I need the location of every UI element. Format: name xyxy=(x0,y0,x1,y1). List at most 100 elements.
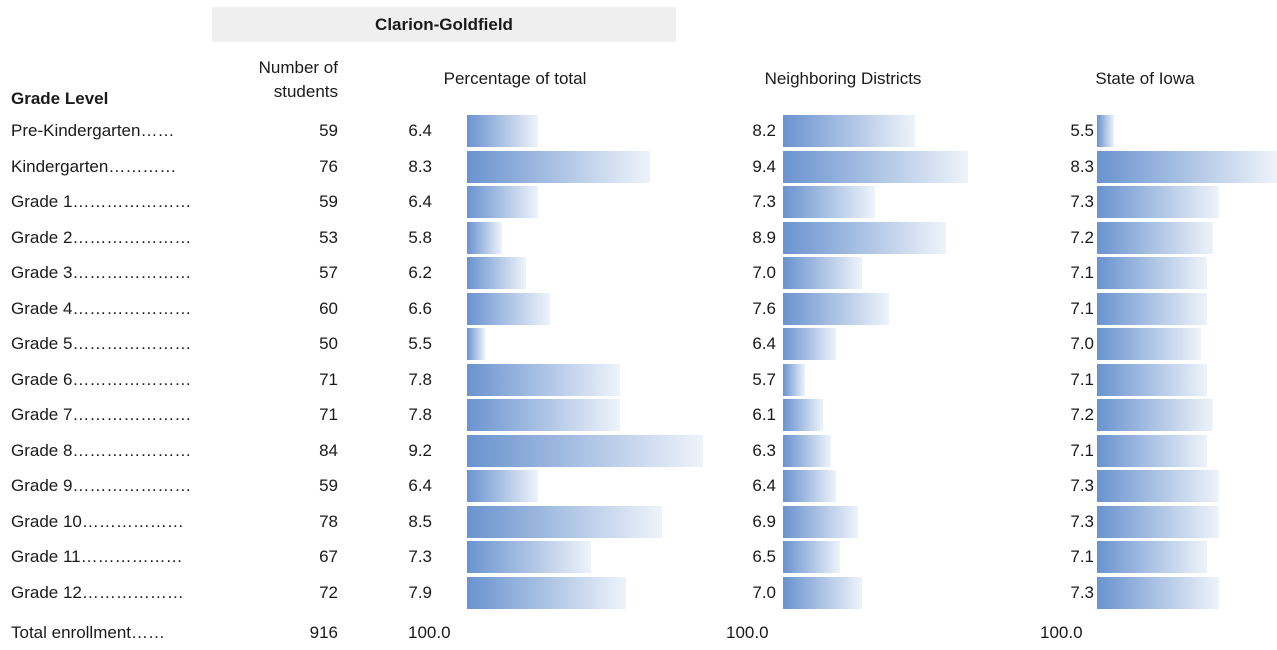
neighboring-districts-value-label: 6.9 xyxy=(752,512,776,531)
state-of-iowa-bar xyxy=(1097,506,1219,538)
percentage-of-total-value-label: 5.8 xyxy=(408,228,432,247)
percentage-of-total-value-label: 9.2 xyxy=(408,441,432,460)
neighboring-districts-header: Neighboring Districts xyxy=(764,69,922,88)
state-of-iowa-bar xyxy=(1097,151,1277,183)
percentage-of-total-value-label: 8.5 xyxy=(408,512,432,531)
neighboring-districts-bar xyxy=(783,506,858,538)
percentage-of-total-header: Percentage of total xyxy=(443,69,587,88)
district-header-background xyxy=(212,7,676,42)
grade-label: Grade 3………………… xyxy=(11,263,192,282)
neighboring-districts-value-label: 8.9 xyxy=(752,228,776,247)
grade-label: Grade 11……………… xyxy=(11,547,183,566)
neighboring-districts-bar xyxy=(783,115,915,147)
district-name: Clarion-Goldfield xyxy=(375,15,513,34)
neighboring-districts-bar xyxy=(783,293,889,325)
neighboring-districts-value-label: 6.4 xyxy=(752,476,776,495)
neighboring-districts-bar xyxy=(783,470,836,502)
grade-label: Grade 10……………… xyxy=(11,512,184,531)
grade-label: Kindergarten………… xyxy=(11,157,177,176)
neighboring-districts-bar xyxy=(783,328,836,360)
percentage-of-total-bar xyxy=(467,506,662,538)
percentage-of-total-bar xyxy=(467,115,538,147)
state-of-iowa-header: State of Iowa xyxy=(1095,69,1195,88)
percentage-of-total-bar xyxy=(467,293,550,325)
student-count: 59 xyxy=(319,476,338,495)
neighboring-districts-value-label: 5.7 xyxy=(752,370,776,389)
neighboring-districts-value-label: 6.5 xyxy=(752,547,776,566)
state-of-iowa-bar xyxy=(1097,328,1201,360)
neighboring-districts-value-label: 6.4 xyxy=(752,334,776,353)
grade-label: Grade 6………………… xyxy=(11,370,192,389)
neighboring-districts-bar xyxy=(783,541,840,573)
neighboring-districts-value-label: 6.3 xyxy=(752,441,776,460)
state-of-iowa-bar xyxy=(1097,435,1207,467)
percentage-of-total-value-label: 6.6 xyxy=(408,299,432,318)
student-count: 59 xyxy=(319,121,338,140)
percentage-of-total-value-label: 8.3 xyxy=(408,157,432,176)
state-of-iowa-value-label: 7.1 xyxy=(1070,547,1094,566)
percentage-of-total-bar xyxy=(467,470,538,502)
state-of-iowa-value-label: 7.1 xyxy=(1070,441,1094,460)
student-count: 60 xyxy=(319,299,338,318)
percentage-of-total-bar xyxy=(467,222,502,254)
neighboring-districts-value-label: 6.1 xyxy=(752,405,776,424)
state-of-iowa-bar xyxy=(1097,257,1207,289)
percentage-of-total-bar xyxy=(467,399,620,431)
grade-label: Grade 1………………… xyxy=(11,192,192,211)
neighboring-districts-value-label: 7.0 xyxy=(752,263,776,282)
student-count: 71 xyxy=(319,370,338,389)
percentage-of-total-bar xyxy=(467,364,620,396)
student-count: 72 xyxy=(319,583,338,602)
state-of-iowa-value-label: 5.5 xyxy=(1070,121,1094,140)
percentage-of-total-value-label: 7.9 xyxy=(408,583,432,602)
percentage-of-total-bar xyxy=(467,435,703,467)
percentage-of-total-bar xyxy=(467,541,591,573)
neighboring-districts-bar xyxy=(783,364,805,396)
neighboring-districts-bar xyxy=(783,399,823,431)
grade-label: Grade 8………………… xyxy=(11,441,192,460)
state-of-iowa-bar xyxy=(1097,293,1207,325)
student-count: 76 xyxy=(319,157,338,176)
percentage-of-total-value-label: 6.2 xyxy=(408,263,432,282)
total-enrollment-label: Total enrollment…… xyxy=(11,623,166,642)
state-of-iowa-bar xyxy=(1097,470,1219,502)
percentage-of-total-value-label: 7.8 xyxy=(408,370,432,389)
neighboring-districts-value-label: 9.4 xyxy=(752,157,776,176)
student-count: 59 xyxy=(319,192,338,211)
state-of-iowa-value-label: 8.3 xyxy=(1070,157,1094,176)
number-of-students-header: Number of students xyxy=(214,56,338,104)
state-of-iowa-value-label: 7.3 xyxy=(1070,476,1094,495)
grade-level-header: Grade Level xyxy=(11,89,109,108)
percentage-of-total-bar xyxy=(467,257,526,289)
neighboring-districts-value-label: 8.2 xyxy=(752,121,776,140)
state-of-iowa-bar xyxy=(1097,186,1219,218)
grade-label: Pre-Kindergarten…… xyxy=(11,121,175,140)
state-of-iowa-bar xyxy=(1097,399,1213,431)
neighboring-districts-bar xyxy=(783,435,831,467)
percentage-of-total-value-label: 6.4 xyxy=(408,121,432,140)
percentage-of-total-bar xyxy=(467,151,650,183)
state-of-iowa-bar xyxy=(1097,541,1207,573)
state-of-iowa-value-label: 7.1 xyxy=(1070,299,1094,318)
neighboring-districts-bar xyxy=(783,151,968,183)
state-of-iowa-value-label: 7.1 xyxy=(1070,263,1094,282)
percentage-of-total-bar xyxy=(467,186,538,218)
state-of-iowa-value-label: 7.2 xyxy=(1070,228,1094,247)
percentage-of-total-value-label: 6.4 xyxy=(408,476,432,495)
grade-label: Grade 4………………… xyxy=(11,299,192,318)
state-of-iowa-bar xyxy=(1097,222,1213,254)
grade-label: Grade 9………………… xyxy=(11,476,192,495)
percentage-of-total-value-label: 7.3 xyxy=(408,547,432,566)
total-enrollment-count: 916 xyxy=(309,623,338,642)
state-of-iowa-value-label: 7.0 xyxy=(1070,334,1094,353)
state-of-iowa-bar xyxy=(1097,115,1114,147)
student-count: 67 xyxy=(319,547,338,566)
neighboring-districts-bar xyxy=(783,257,862,289)
state-of-iowa-bar xyxy=(1097,577,1219,609)
total-percentage-of-total: 100.0 xyxy=(408,623,451,642)
percentage-of-total-value-label: 6.4 xyxy=(408,192,432,211)
percentage-of-total-bar xyxy=(467,577,626,609)
grade-label: Grade 5………………… xyxy=(11,334,192,353)
neighboring-districts-bar xyxy=(783,186,875,218)
percentage-of-total-bar xyxy=(467,328,485,360)
